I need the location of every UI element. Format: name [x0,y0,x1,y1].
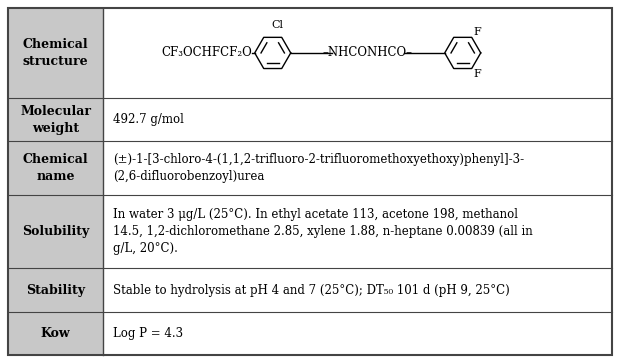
Text: Stability: Stability [26,284,85,297]
Text: (±)-1-[3-chloro-4-(1,1,2-trifluoro-2-trifluoromethoxyethoxy)phenyl]-3-
(2,6-difl: (±)-1-[3-chloro-4-(1,1,2-trifluoro-2-tri… [113,153,525,183]
Text: F: F [474,27,482,37]
Text: Chemical
structure: Chemical structure [23,38,89,68]
Text: 492.7 g/mol: 492.7 g/mol [113,113,184,126]
Bar [8,98,104,141]
Bar [8,312,104,355]
Text: Solubility: Solubility [22,225,89,238]
Text: Kow: Kow [41,327,71,340]
Bar [8,269,104,312]
Bar [104,312,612,355]
Bar [8,141,104,195]
Text: –NHCONHCO–: –NHCONHCO– [323,46,413,60]
Text: Molecular
weight: Molecular weight [20,105,91,135]
Bar [104,8,612,98]
Text: Cl: Cl [271,20,283,30]
Text: Chemical
name: Chemical name [23,153,89,183]
Text: In water 3 μg/L (25°C). In ethyl acetate 113, acetone 198, methanol
14.5, 1,2-di: In water 3 μg/L (25°C). In ethyl acetate… [113,208,533,255]
Bar [104,269,612,312]
Bar [8,195,104,269]
Text: F: F [474,69,482,78]
Bar [8,8,104,98]
Bar [104,141,612,195]
Text: CF₃OCHFCF₂O: CF₃OCHFCF₂O [161,46,252,60]
Bar [104,195,612,269]
Text: Stable to hydrolysis at pH 4 and 7 (25°C); DT₅₀ 101 d (pH 9, 25°C): Stable to hydrolysis at pH 4 and 7 (25°C… [113,284,510,297]
Bar [104,98,612,141]
Text: Log P = 4.3: Log P = 4.3 [113,327,184,340]
